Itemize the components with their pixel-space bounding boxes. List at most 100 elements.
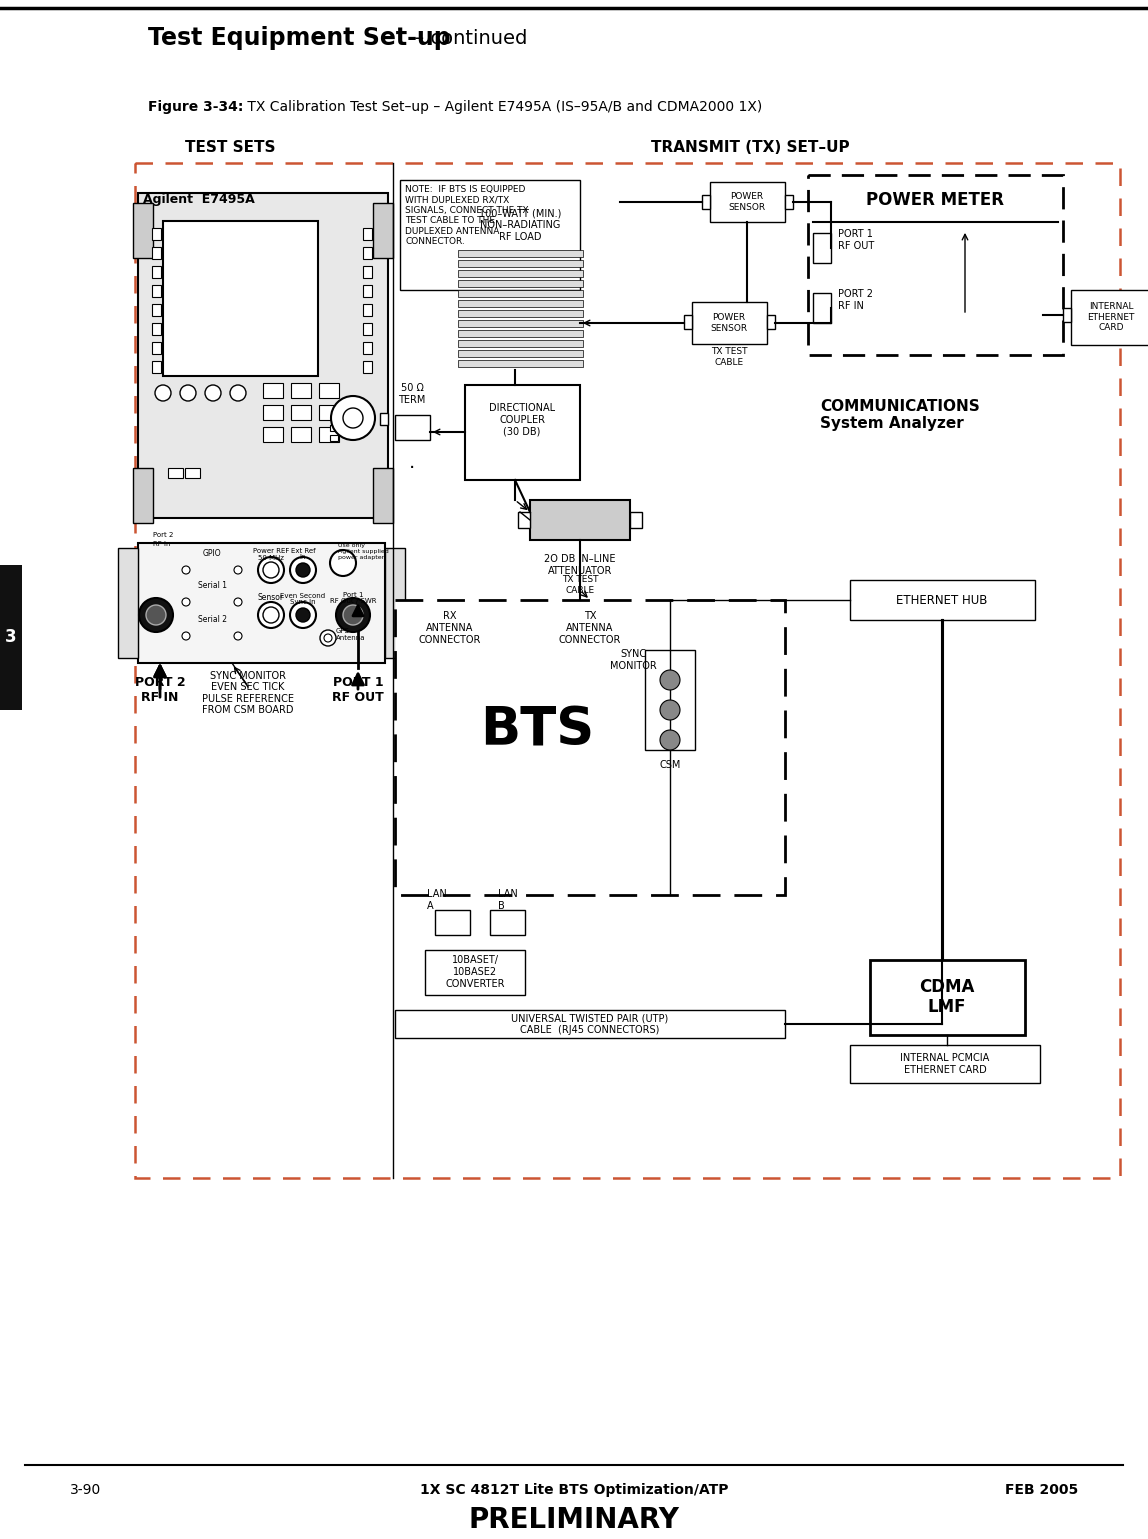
Bar [290,426,311,442]
FancyBboxPatch shape [191,559,233,582]
Bar [870,960,1025,1036]
Text: GPS: GPS [336,628,350,634]
Bar [645,649,695,749]
Bar [458,349,583,357]
Circle shape [324,634,332,642]
Circle shape [296,608,310,622]
Bar [152,228,161,240]
FancyBboxPatch shape [191,591,233,613]
Text: CDMA
LMF: CDMA LMF [920,977,975,1016]
Bar [692,302,767,345]
Bar [363,305,372,315]
Text: TX TEST
CABLE: TX TEST CABLE [711,348,747,366]
Text: SYNC MONITOR
EVEN SEC TICK
PULSE REFERENCE
FROM CSM BOARD: SYNC MONITOR EVEN SEC TICK PULSE REFEREN… [202,671,294,716]
Bar [630,512,642,528]
Text: Agilent  E7495A: Agilent E7495A [144,192,255,206]
Circle shape [296,563,310,577]
Bar [518,512,530,528]
Text: Ext Ref: Ext Ref [290,548,316,554]
Text: RF In: RF In [153,542,171,546]
Circle shape [183,566,191,574]
Text: 10BASET/
10BASE2
CONVERTER: 10BASET/ 10BASE2 CONVERTER [445,956,505,988]
Circle shape [180,385,196,402]
Circle shape [336,599,370,633]
Text: Figure 3-34:: Figure 3-34: [148,100,243,114]
Text: 3: 3 [6,628,17,646]
Bar [530,500,630,540]
Text: SYNC
MONITOR: SYNC MONITOR [610,649,657,671]
Text: Even Second: Even Second [280,593,326,599]
Text: TRANSMIT (TX) SET–UP: TRANSMIT (TX) SET–UP [651,140,850,154]
Bar [767,315,775,329]
Bar [373,468,393,523]
Circle shape [234,599,242,606]
Bar [808,175,1063,356]
Bar [709,182,785,222]
Text: INTERNAL PCMCIA
ETHERNET CARD: INTERNAL PCMCIA ETHERNET CARD [900,1053,990,1074]
Bar [425,950,525,996]
Circle shape [290,602,316,628]
Bar [329,425,338,431]
Text: UNIVERSAL TWISTED PAIR (UTP)
CABLE  (RJ45 CONNECTORS): UNIVERSAL TWISTED PAIR (UTP) CABLE (RJ45… [511,1013,668,1034]
Bar [152,323,161,336]
Text: Serial 1: Serial 1 [197,582,226,591]
Text: RX
ANTENNA
CONNECTOR: RX ANTENNA CONNECTOR [419,611,481,645]
Circle shape [329,549,356,576]
Text: 3-90: 3-90 [70,1484,101,1497]
Bar [850,580,1035,620]
Text: 1X SC 4812T Lite BTS Optimization/ATP: 1X SC 4812T Lite BTS Optimization/ATP [420,1484,728,1497]
Text: GPIO: GPIO [203,549,222,559]
Text: LAN
B: LAN B [498,890,518,911]
FancyBboxPatch shape [191,625,233,646]
Circle shape [205,385,222,402]
Bar [185,468,200,479]
Text: DIRECTIONAL
COUPLER
(30 DB): DIRECTIONAL COUPLER (30 DB) [489,403,556,437]
Bar [152,362,161,372]
Text: 50 MHz: 50 MHz [258,556,284,562]
Bar [133,203,153,259]
Bar [135,163,1120,1177]
Text: 50 Ω
TERM: 50 Ω TERM [398,383,426,405]
Circle shape [320,629,336,646]
Text: 2O DB IN–LINE
ATTENUATOR: 2O DB IN–LINE ATTENUATOR [544,554,615,576]
Bar [400,180,580,289]
Bar [118,548,138,659]
Bar [785,195,793,209]
Bar [363,285,372,297]
Bar [458,269,583,277]
Text: Serial 2: Serial 2 [197,616,226,625]
Bar [1071,289,1148,345]
Text: PORT 1
RF OUT: PORT 1 RF OUT [838,229,875,251]
Bar [152,285,161,297]
Circle shape [155,385,171,402]
Bar [363,342,372,354]
Bar [152,266,161,279]
Text: POWER METER: POWER METER [866,191,1004,209]
Circle shape [234,633,242,640]
Bar [363,266,372,279]
Text: power adapter: power adapter [338,554,385,560]
Text: POWER
SENSOR: POWER SENSOR [729,192,766,212]
Circle shape [660,700,680,720]
Bar [458,320,583,326]
Bar [319,426,339,442]
Text: TX
ANTENNA
CONNECTOR: TX ANTENNA CONNECTOR [559,611,621,645]
Text: NOTE:  IF BTS IS EQUIPPED
WITH DUPLEXED RX/TX
SIGNALS, CONNECT THE TX
TEST CABLE: NOTE: IF BTS IS EQUIPPED WITH DUPLEXED R… [405,185,528,246]
Circle shape [660,669,680,689]
Text: Agilent supplied: Agilent supplied [338,548,389,554]
Bar [458,249,583,257]
Text: .: . [409,454,416,472]
Bar [319,405,339,420]
Text: CSM: CSM [659,760,681,770]
Text: Use only: Use only [338,543,365,548]
Text: TEST SETS: TEST SETS [185,140,276,154]
Text: ETHERNET HUB: ETHERNET HUB [897,594,987,606]
Text: TX TEST
CABLE: TX TEST CABLE [561,576,598,594]
Circle shape [183,633,191,640]
Circle shape [146,605,166,625]
Circle shape [343,408,363,428]
Bar [395,1010,785,1037]
Bar [263,383,284,399]
Bar [290,405,311,420]
Text: Power REF: Power REF [253,548,289,554]
